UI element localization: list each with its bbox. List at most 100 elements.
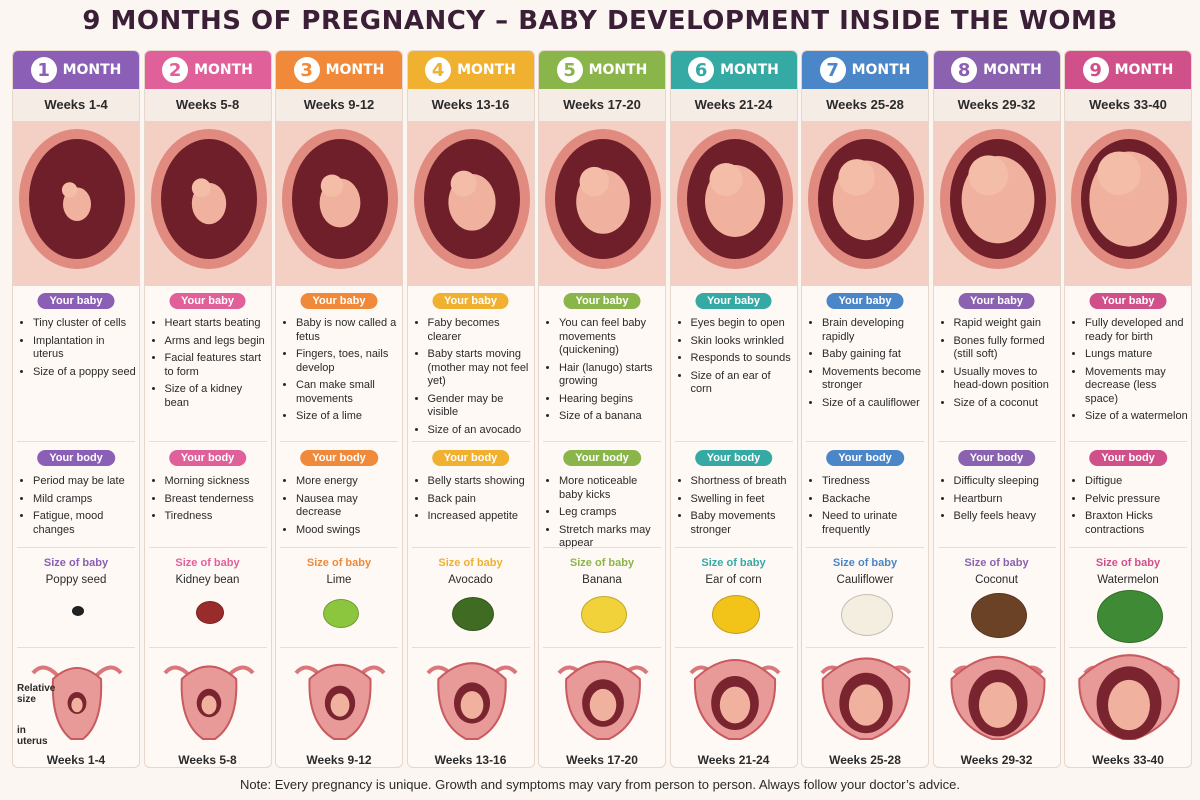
separator	[280, 441, 398, 442]
baby-item: Tiny cluster of cells	[33, 317, 137, 331]
separator	[17, 441, 135, 442]
body-item: Tiredness	[165, 510, 269, 524]
fruit	[1097, 589, 1163, 643]
body-item: Breast tenderness	[165, 493, 269, 507]
weeks: Weeks 5-8	[144, 89, 271, 121]
womb-illustration	[802, 121, 928, 291]
baby-item: Eyes begin to open	[691, 317, 795, 331]
body-list: More noticeable baby kicks Leg cramps Stre…	[539, 475, 665, 555]
size-name: Cauliflower	[836, 574, 894, 586]
womb-image	[13, 121, 139, 286]
separator	[674, 441, 793, 442]
body-list: Belly starts showing Back pain Increased a…	[408, 475, 534, 528]
baby-item: Size of a coconut	[954, 397, 1058, 411]
baby-list: Baby is now called a fetus Fingers, toes,…	[276, 317, 402, 428]
womb-illustration	[407, 121, 534, 291]
baby-item: You can feel baby movements (quickening)	[559, 317, 663, 358]
month-header: 7 MONTH	[802, 51, 928, 89]
separator	[543, 547, 661, 548]
month-header: 9 MONTH	[1065, 51, 1191, 89]
baby-item: Faby becomes clearer	[428, 317, 532, 344]
separator	[543, 647, 661, 648]
your-body-label: Your body	[1089, 450, 1167, 466]
size-label: Size of baby	[569, 557, 635, 569]
size-name: Watermelon	[1097, 574, 1159, 586]
separator	[411, 441, 530, 442]
size-name: Poppy seed	[45, 574, 107, 586]
baby-list: Fully developed and ready for birth Lungs…	[1065, 317, 1191, 428]
your-baby-label: Your baby	[169, 293, 246, 309]
baby-item: Baby gaining fat	[822, 348, 926, 362]
uterus-image	[162, 665, 255, 740]
separator	[411, 647, 530, 648]
body-item: Leg cramps	[559, 506, 663, 520]
weeks: Weeks 13-16	[407, 89, 534, 121]
bottom-weeks: Weeks 21-24	[697, 753, 770, 767]
your-baby-label: Your baby	[826, 293, 904, 309]
weeks: Weeks 33-40	[1065, 89, 1191, 121]
baby-list: Tiny cluster of cells Implantation in ute…	[13, 317, 139, 383]
baby-item: Hair (lanugo) starts growing	[559, 362, 663, 389]
separator	[148, 441, 267, 442]
separator	[806, 441, 924, 442]
your-baby-label: Your baby	[432, 293, 509, 309]
body-item: Belly starts showing	[428, 475, 532, 489]
uterus-image	[820, 657, 912, 740]
uterus-illustration	[539, 653, 665, 754]
baby-list: Rapid weight gain Bones fully formed (sti…	[934, 317, 1060, 414]
note: Note: Every pregnancy is unique. Growth …	[240, 777, 960, 792]
month-column: 1 MONTH Weeks 1-4 Your baby Tiny cluster of …	[12, 50, 140, 768]
womb-illustration	[276, 121, 402, 291]
bottom-weeks: Weeks 17-20	[566, 753, 638, 767]
body-list: Tiredness Backache Need to urinate frequen…	[802, 475, 928, 541]
womb-illustration	[144, 121, 271, 291]
separator	[280, 547, 398, 548]
baby-item: Arms and legs begin	[165, 335, 269, 349]
bottom-weeks: Weeks 5-8	[178, 753, 237, 767]
your-baby-label: Your baby	[37, 293, 115, 309]
uterus-image	[425, 662, 518, 740]
month-label: MONTH	[588, 62, 648, 78]
womb-image	[407, 121, 534, 286]
baby-item: Baby is now called a fetus	[296, 317, 400, 344]
size-label: Size of baby	[1095, 557, 1161, 569]
size-name: Kidney bean	[175, 574, 240, 586]
month-column: 3 MONTH Weeks 9-12 Your baby Baby is now cal…	[275, 50, 403, 768]
baby-list: Heart starts beating Arms and legs begin F…	[145, 317, 271, 414]
baby-list: Faby becomes clearer Baby starts moving (…	[408, 317, 534, 441]
baby-item: Fully developed and ready for birth	[1085, 317, 1189, 344]
baby-item: Skin looks wrinkled	[691, 335, 795, 349]
baby-list: Eyes begin to open Skin looks wrinkled Res…	[671, 317, 797, 401]
month-number: 8	[951, 57, 978, 83]
body-item: Tiredness	[822, 475, 926, 489]
month-header: 8 MONTH	[933, 51, 1060, 89]
fruit	[323, 598, 359, 628]
body-item: Difficulty sleeping	[954, 475, 1058, 489]
separator	[674, 647, 793, 648]
baby-item: Fingers, toes, nails develop	[296, 348, 400, 375]
your-body-label: Your body	[300, 450, 378, 466]
month-header: 5 MONTH	[539, 51, 665, 89]
bottom-weeks: Weeks 25-28	[829, 753, 901, 767]
your-body-label: Your body	[431, 450, 510, 466]
size-label: Size of baby	[701, 557, 766, 569]
title: 9 MONTHS OF PREGNANCY – BABY DEVELOPMENT…	[82, 6, 1118, 36]
body-list: More energy Nausea may decrease Mood swing…	[276, 475, 402, 541]
your-body-label: Your body	[694, 450, 773, 466]
womb-illustration	[670, 121, 797, 291]
month-label: MONTH	[983, 62, 1042, 78]
size-label: Size of baby	[438, 557, 503, 569]
bottom-weeks: Weeks 13-16	[434, 753, 507, 767]
uterus-image	[31, 665, 123, 740]
month-column: 4 MONTH Weeks 13-16 Your baby Faby becomes c…	[406, 50, 535, 768]
bottom-weeks: Weeks 9-12	[306, 753, 372, 767]
baby-list: Brain developing rapidly Baby gaining fat…	[802, 317, 928, 414]
body-item: Belly feels heavy	[954, 510, 1058, 524]
baby-item: Usually moves to head-down position	[954, 366, 1058, 393]
womb-image	[539, 121, 665, 286]
month-number: 9	[1082, 57, 1109, 83]
baby-item: Size of a poppy seed	[33, 366, 137, 380]
body-item: More noticeable baby kicks	[559, 475, 663, 502]
bottom-weeks: Weeks 29-32	[960, 753, 1033, 767]
month-label: MONTH	[851, 62, 911, 78]
